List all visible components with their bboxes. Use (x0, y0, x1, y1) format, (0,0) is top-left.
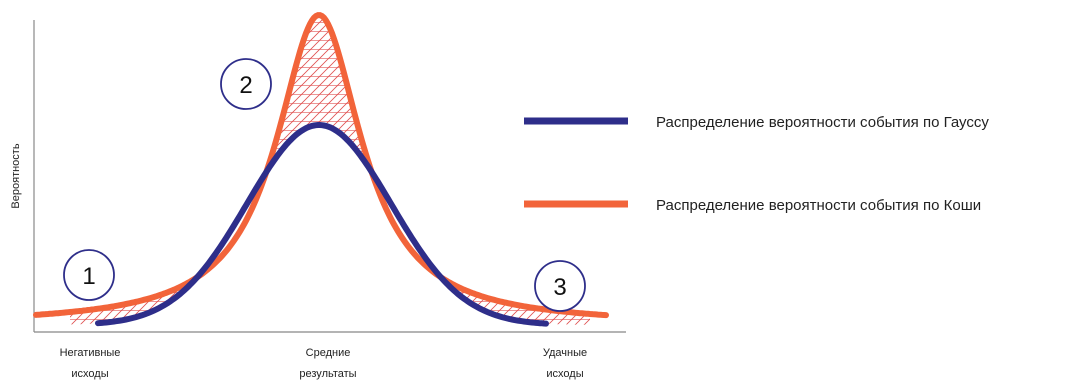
x-label-negative-line1: Негативные (60, 347, 121, 359)
marker-1: 1 (63, 249, 115, 301)
marker-2-label: 2 (239, 72, 252, 99)
marker-3-label: 3 (553, 274, 566, 301)
y-axis-label: Вероятность (10, 143, 22, 208)
legend: Распределение вероятности события по Гау… (524, 114, 989, 214)
legend-label-gauss: Распределение вероятности события по Гау… (656, 114, 989, 131)
gauss-curve (95, 122, 549, 327)
cauchy-curve (33, 12, 609, 319)
x-label-middle-line2: результаты (299, 368, 356, 380)
marker-1-label: 1 (82, 263, 95, 290)
x-label-positive-line1: Удачные (543, 347, 587, 359)
marker-3: 3 (534, 260, 586, 312)
marker-2: 2 (220, 58, 272, 110)
x-label-middle-line1: Средние (306, 347, 351, 359)
x-label-positive-line2: исходы (546, 368, 583, 380)
x-label-negative-line2: исходы (71, 368, 108, 380)
legend-label-cauchy: Распределение вероятности события по Кош… (656, 197, 981, 214)
hatched-region-right-tail (456, 286, 590, 325)
